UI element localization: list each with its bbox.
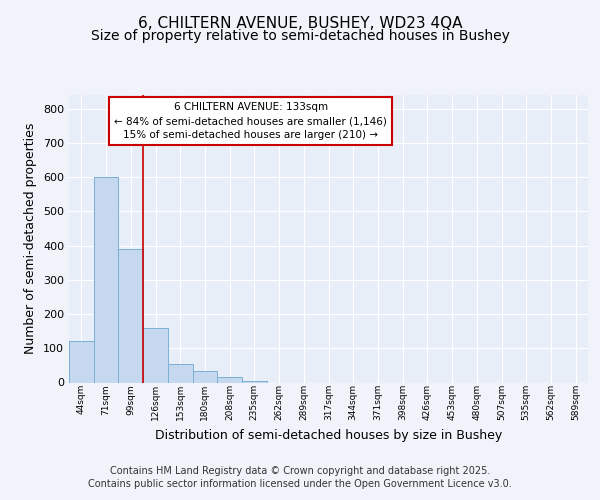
X-axis label: Distribution of semi-detached houses by size in Bushey: Distribution of semi-detached houses by … [155, 428, 502, 442]
Bar [118, 249, 143, 382]
Bar [143, 328, 168, 382]
Y-axis label: Number of semi-detached properties: Number of semi-detached properties [25, 123, 37, 354]
Bar [168, 364, 193, 382]
Text: Contains public sector information licensed under the Open Government Licence v3: Contains public sector information licen… [88, 479, 512, 489]
Text: Contains HM Land Registry data © Crown copyright and database right 2025.: Contains HM Land Registry data © Crown c… [110, 466, 490, 476]
Bar [94, 177, 118, 382]
Text: 6 CHILTERN AVENUE: 133sqm
← 84% of semi-detached houses are smaller (1,146)
15% : 6 CHILTERN AVENUE: 133sqm ← 84% of semi-… [114, 102, 387, 140]
Bar [69, 342, 94, 382]
Text: 6, CHILTERN AVENUE, BUSHEY, WD23 4QA: 6, CHILTERN AVENUE, BUSHEY, WD23 4QA [138, 16, 462, 31]
Bar [217, 378, 242, 382]
Bar [193, 370, 217, 382]
Text: Size of property relative to semi-detached houses in Bushey: Size of property relative to semi-detach… [91, 29, 509, 43]
